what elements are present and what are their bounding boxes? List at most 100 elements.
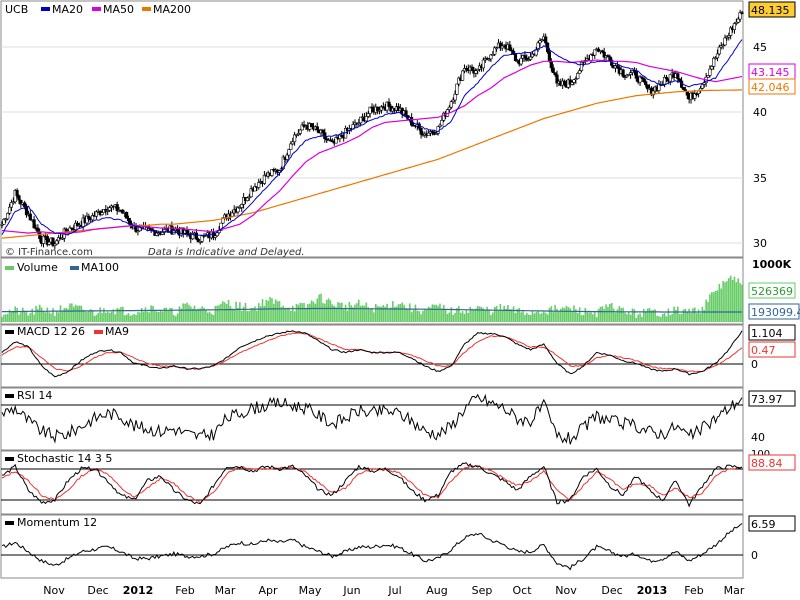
candle-body — [404, 110, 408, 116]
candle-body — [55, 240, 59, 245]
candle-body — [602, 51, 606, 58]
candle-body — [562, 80, 567, 85]
candle-body — [376, 106, 380, 112]
candle-body — [85, 215, 89, 224]
stoch-k-line — [2, 462, 743, 508]
legend-ma100: MA100 — [81, 261, 119, 274]
candle-body — [108, 207, 112, 211]
candle-body — [440, 120, 444, 126]
candle-body — [434, 133, 438, 135]
candle-body — [700, 84, 704, 89]
candle-body — [100, 212, 104, 216]
candle-body — [732, 23, 736, 30]
candle-body — [430, 131, 435, 133]
stoch-last-value: 88.84 — [751, 457, 783, 470]
candle-body — [538, 40, 542, 44]
candle-body — [530, 53, 535, 58]
price-tick-30: 30 — [753, 237, 767, 250]
candle-body — [740, 12, 744, 14]
candle-body — [191, 233, 195, 240]
candle-body — [712, 57, 716, 67]
macd-panel: MACD 12 26 MA9 1.104 0.47 0 — [0, 324, 796, 388]
candle-body — [15, 190, 19, 197]
candle-body — [470, 66, 474, 71]
candle-body — [738, 12, 742, 20]
candle-body — [419, 128, 423, 135]
candle-body — [200, 235, 204, 242]
x-tick-label: May — [299, 584, 322, 597]
candle-body — [359, 116, 363, 124]
candle-body — [551, 67, 555, 74]
candle-body — [638, 76, 642, 83]
candle-body — [17, 195, 21, 201]
candle-body — [578, 70, 582, 74]
candle-body — [340, 134, 344, 138]
candle-body — [540, 39, 544, 42]
candle-body — [87, 215, 91, 220]
macd-zero-label: 0 — [751, 358, 758, 371]
candle-body — [128, 220, 133, 226]
candle-body — [706, 75, 710, 78]
candle-body — [547, 51, 551, 62]
macd-signal-line — [1, 332, 743, 373]
stochastic-panel: Stochastic 14 3 5 100 88.84 — [0, 449, 796, 515]
candle-body — [634, 71, 638, 79]
candle-body — [513, 53, 518, 61]
candle-body — [245, 197, 250, 201]
candle-body — [125, 212, 129, 219]
volume-panel: Volume MA100 1000K 526369 193099.4 — [0, 257, 800, 325]
x-tick-label: Jul — [387, 584, 401, 597]
rsi-badge — [748, 390, 796, 407]
candle-body — [121, 209, 125, 214]
candle-body — [570, 82, 574, 85]
candle-body — [370, 106, 374, 109]
candle-body — [508, 44, 512, 51]
candle-body — [615, 65, 619, 68]
volume-ma100-line — [2, 307, 742, 313]
candle-body — [300, 124, 304, 131]
legend-rsi: RSI 14 — [17, 389, 52, 402]
candle-body — [511, 50, 516, 55]
ma200-badge — [748, 78, 796, 95]
candle-body — [510, 49, 514, 52]
candle-body — [596, 48, 601, 52]
candle-body — [366, 113, 370, 117]
candle-body — [2, 219, 6, 225]
momentum-zero-label: 0 — [751, 549, 758, 562]
x-tick-label: Mar — [215, 584, 236, 597]
candle-body — [579, 61, 584, 71]
candle-body — [476, 69, 480, 72]
candle-body — [527, 59, 531, 61]
signal-badge — [748, 341, 796, 358]
legend-rsi-swatch — [5, 394, 14, 398]
candle-body — [625, 74, 629, 78]
candle-body — [213, 235, 217, 238]
candle-body — [426, 132, 431, 136]
watermark: © IT-Finance.com — [5, 247, 93, 258]
legend-ma200: MA200 — [153, 3, 191, 16]
candle-body — [221, 217, 225, 224]
candle-body — [170, 225, 174, 235]
candle-body — [236, 207, 240, 213]
signal-last-value: 0.47 — [751, 344, 776, 357]
candle-body — [296, 133, 301, 135]
candle-body — [727, 35, 731, 38]
candle-body — [294, 134, 299, 136]
candle-body — [219, 222, 223, 231]
candle-body — [725, 36, 729, 39]
candle-body — [627, 74, 631, 76]
candle-body — [606, 55, 610, 58]
candle-body — [572, 79, 576, 83]
candle-body — [285, 154, 289, 160]
candle-body — [162, 229, 166, 233]
ma20-line — [1, 39, 743, 237]
candle-body — [23, 202, 27, 208]
last-price-badge — [748, 1, 796, 18]
legend-ucb: UCB — [5, 3, 28, 16]
candle-body — [555, 74, 559, 84]
candle-body — [451, 99, 455, 103]
ma100-badge — [748, 303, 800, 320]
candle-body — [736, 18, 740, 23]
candle-body — [215, 232, 219, 237]
candle-body — [544, 36, 548, 44]
